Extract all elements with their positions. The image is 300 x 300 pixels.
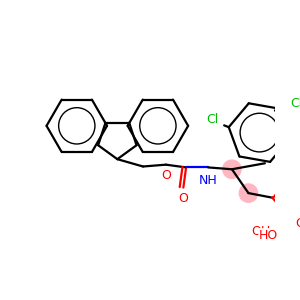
Text: NH: NH	[199, 174, 218, 187]
Text: O: O	[178, 192, 188, 205]
Text: Cl: Cl	[290, 97, 300, 110]
Circle shape	[239, 184, 258, 202]
Text: O: O	[161, 169, 171, 182]
Circle shape	[223, 160, 241, 178]
Text: Cl: Cl	[206, 113, 218, 126]
Text: OH: OH	[252, 225, 271, 238]
Text: O: O	[295, 217, 300, 230]
Text: HO: HO	[259, 229, 278, 242]
